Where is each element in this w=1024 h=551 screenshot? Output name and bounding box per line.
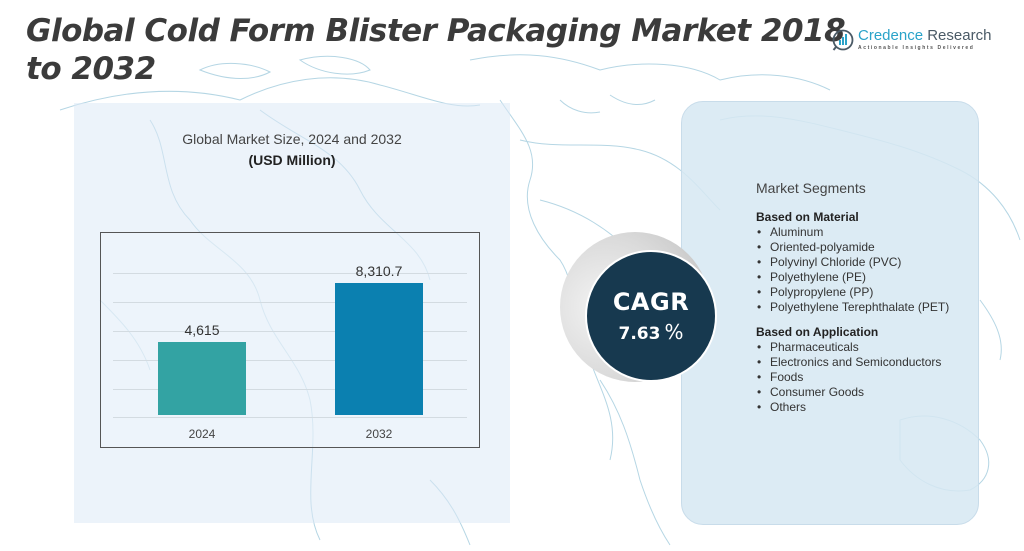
segment-list-application: • Pharmaceuticals • Electronics and Semico… — [756, 340, 949, 415]
x-tick-2024: 2024 — [188, 427, 216, 441]
page-title: Global Cold Form Blister Packaging Marke… — [26, 13, 846, 87]
segments-title: Market Segments — [756, 180, 866, 196]
list-item: • Polyvinyl Chloride (PVC) — [757, 255, 902, 269]
list-item: • Foods — [757, 370, 804, 384]
cagr-badge: CAGR 7.63% — [585, 250, 717, 382]
bar-value-2032: 8,310.7 — [355, 263, 403, 279]
list-item: • Oriented-polyamide — [757, 240, 875, 254]
bar-chart-magnifier-icon — [832, 29, 854, 51]
bar-2024[interactable] — [158, 342, 246, 415]
segment-group-title-application: Based on Application — [756, 325, 879, 339]
segment-group-title-material: Based on Material — [756, 210, 859, 224]
bar-value-2024: 4,615 — [184, 322, 220, 338]
x-axis-baseline — [113, 417, 467, 418]
logo-name: Credence Research — [858, 27, 992, 44]
list-item: • Others — [757, 400, 807, 414]
bar-chart: 4,615 2024 8,310.7 2032 — [100, 232, 480, 448]
gridline — [113, 389, 467, 390]
list-item: • Polyethylene (PE) — [757, 270, 867, 284]
credence-research-logo[interactable]: Credence Research Actionable Insights De… — [832, 28, 991, 51]
market-segments-panel — [681, 101, 979, 525]
market-size-panel — [74, 103, 510, 523]
chart-title: Global Market Size, 2024 and 2032 — [182, 131, 402, 147]
market-segments: Market Segments Based on Material • Alumi… — [756, 180, 949, 425]
list-item: • Polypropylene (PP) — [757, 285, 874, 299]
segment-list-material: • Aluminum • Oriented-polyamide • Polyvinyl… — [756, 225, 949, 315]
list-item: • Aluminum — [757, 225, 824, 239]
cagr-label: CAGR — [612, 288, 690, 316]
logo-tagline: Actionable Insights Delivered — [858, 45, 975, 51]
x-tick-2032: 2032 — [365, 427, 393, 441]
gridline — [113, 360, 467, 361]
list-item: • Pharmaceuticals — [757, 340, 859, 354]
list-item: • Consumer Goods — [757, 385, 865, 399]
gridline — [113, 302, 467, 303]
chart-subtitle: (USD Million) — [248, 152, 336, 168]
gridline — [113, 331, 467, 332]
gridline — [113, 273, 467, 274]
list-item: • Electronics and Semiconductors — [757, 355, 942, 369]
list-item: • Polyethylene Terephthalate (PET) — [757, 300, 950, 314]
bar-2032[interactable] — [335, 283, 423, 415]
cagr-value: 7.63% — [618, 320, 684, 344]
